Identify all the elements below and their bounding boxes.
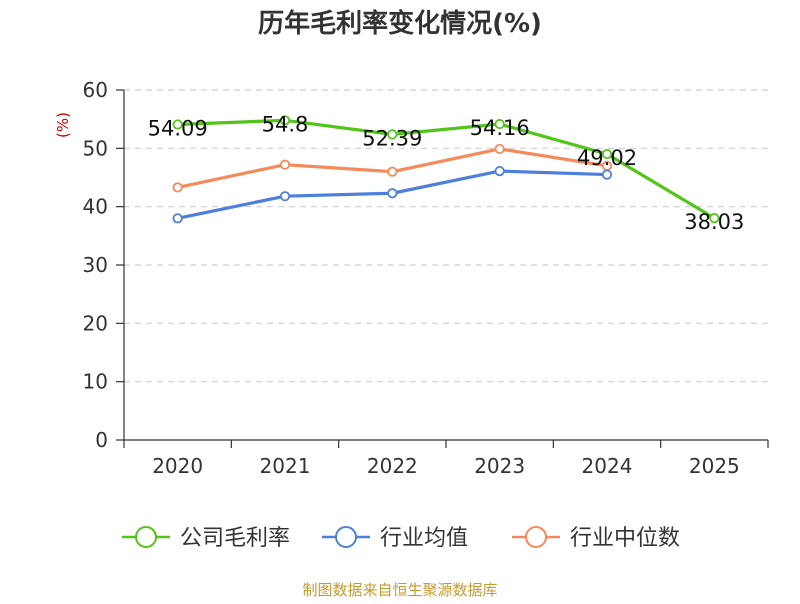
series-2-point [494, 143, 505, 155]
series-1-point [279, 191, 291, 202]
y-tick-label: 10 [83, 370, 108, 394]
series-1-point [494, 165, 505, 177]
legend-item: 行业中位数 [512, 526, 680, 551]
series-0-point [279, 115, 291, 126]
axes: 0 10 20 30 40 50 60 2020 2021 2022 2023 2024 2025 [83, 78, 769, 478]
legend-swatch-marker [335, 526, 357, 548]
series-1-point [172, 213, 183, 224]
series-0-point [172, 119, 183, 130]
y-tick-label: 20 [83, 311, 108, 335]
legend-swatch-marker [135, 526, 157, 548]
x-tick-label: 2023 [474, 454, 525, 478]
series-0-point [601, 148, 613, 160]
series-2-point [279, 159, 291, 170]
y-tick-label: 40 [83, 195, 108, 219]
series-2-point [387, 166, 398, 177]
data-label: 54.16 [470, 116, 530, 140]
series-lines [172, 115, 720, 224]
y-tick-label: 30 [83, 253, 108, 277]
legend-label: 公司毛利率 [180, 526, 290, 551]
x-tick-label: 2025 [689, 454, 740, 478]
y-tick-label: 60 [83, 78, 108, 102]
series-0-point [387, 129, 398, 140]
x-tick-label: 2021 [260, 454, 311, 478]
series-1-point [387, 188, 398, 199]
series-0-point [494, 118, 505, 130]
series-0-line [176, 118, 716, 220]
series-0-point [709, 213, 720, 224]
legend-swatch-marker [525, 526, 547, 548]
legend-item: 行业均值 [322, 526, 468, 551]
data-label: 38.03 [684, 210, 744, 234]
data-label: 54.09 [148, 116, 208, 140]
legend-label: 行业中位数 [570, 526, 680, 551]
chart-title: 历年毛利率变化情况(%) [258, 8, 542, 39]
data-label: 49.02 [577, 146, 637, 170]
series-2-point [172, 182, 183, 193]
source-note: 制图数据来自恒生聚源数据库 [302, 581, 497, 599]
grid-lines [124, 89, 768, 383]
y-axis-unit-label: (%) [54, 112, 72, 138]
legend-item: 公司毛利率 [122, 526, 290, 551]
y-tick-label: 50 [83, 136, 108, 160]
series-1-point [601, 169, 613, 180]
y-tick-label: 0 [95, 428, 108, 452]
legend-label: 行业均值 [380, 526, 468, 551]
data-labels: 54.09 54.8 52.39 54.16 49.02 38.03 [148, 112, 745, 234]
data-label: 52.39 [362, 126, 422, 150]
x-tick-label: 2024 [582, 454, 633, 478]
data-label: 54.8 [262, 112, 309, 136]
x-tick-label: 2022 [367, 454, 418, 478]
legend: 公司毛利率 行业均值 行业中位数 [122, 526, 680, 551]
x-tick-label: 2020 [152, 454, 203, 478]
